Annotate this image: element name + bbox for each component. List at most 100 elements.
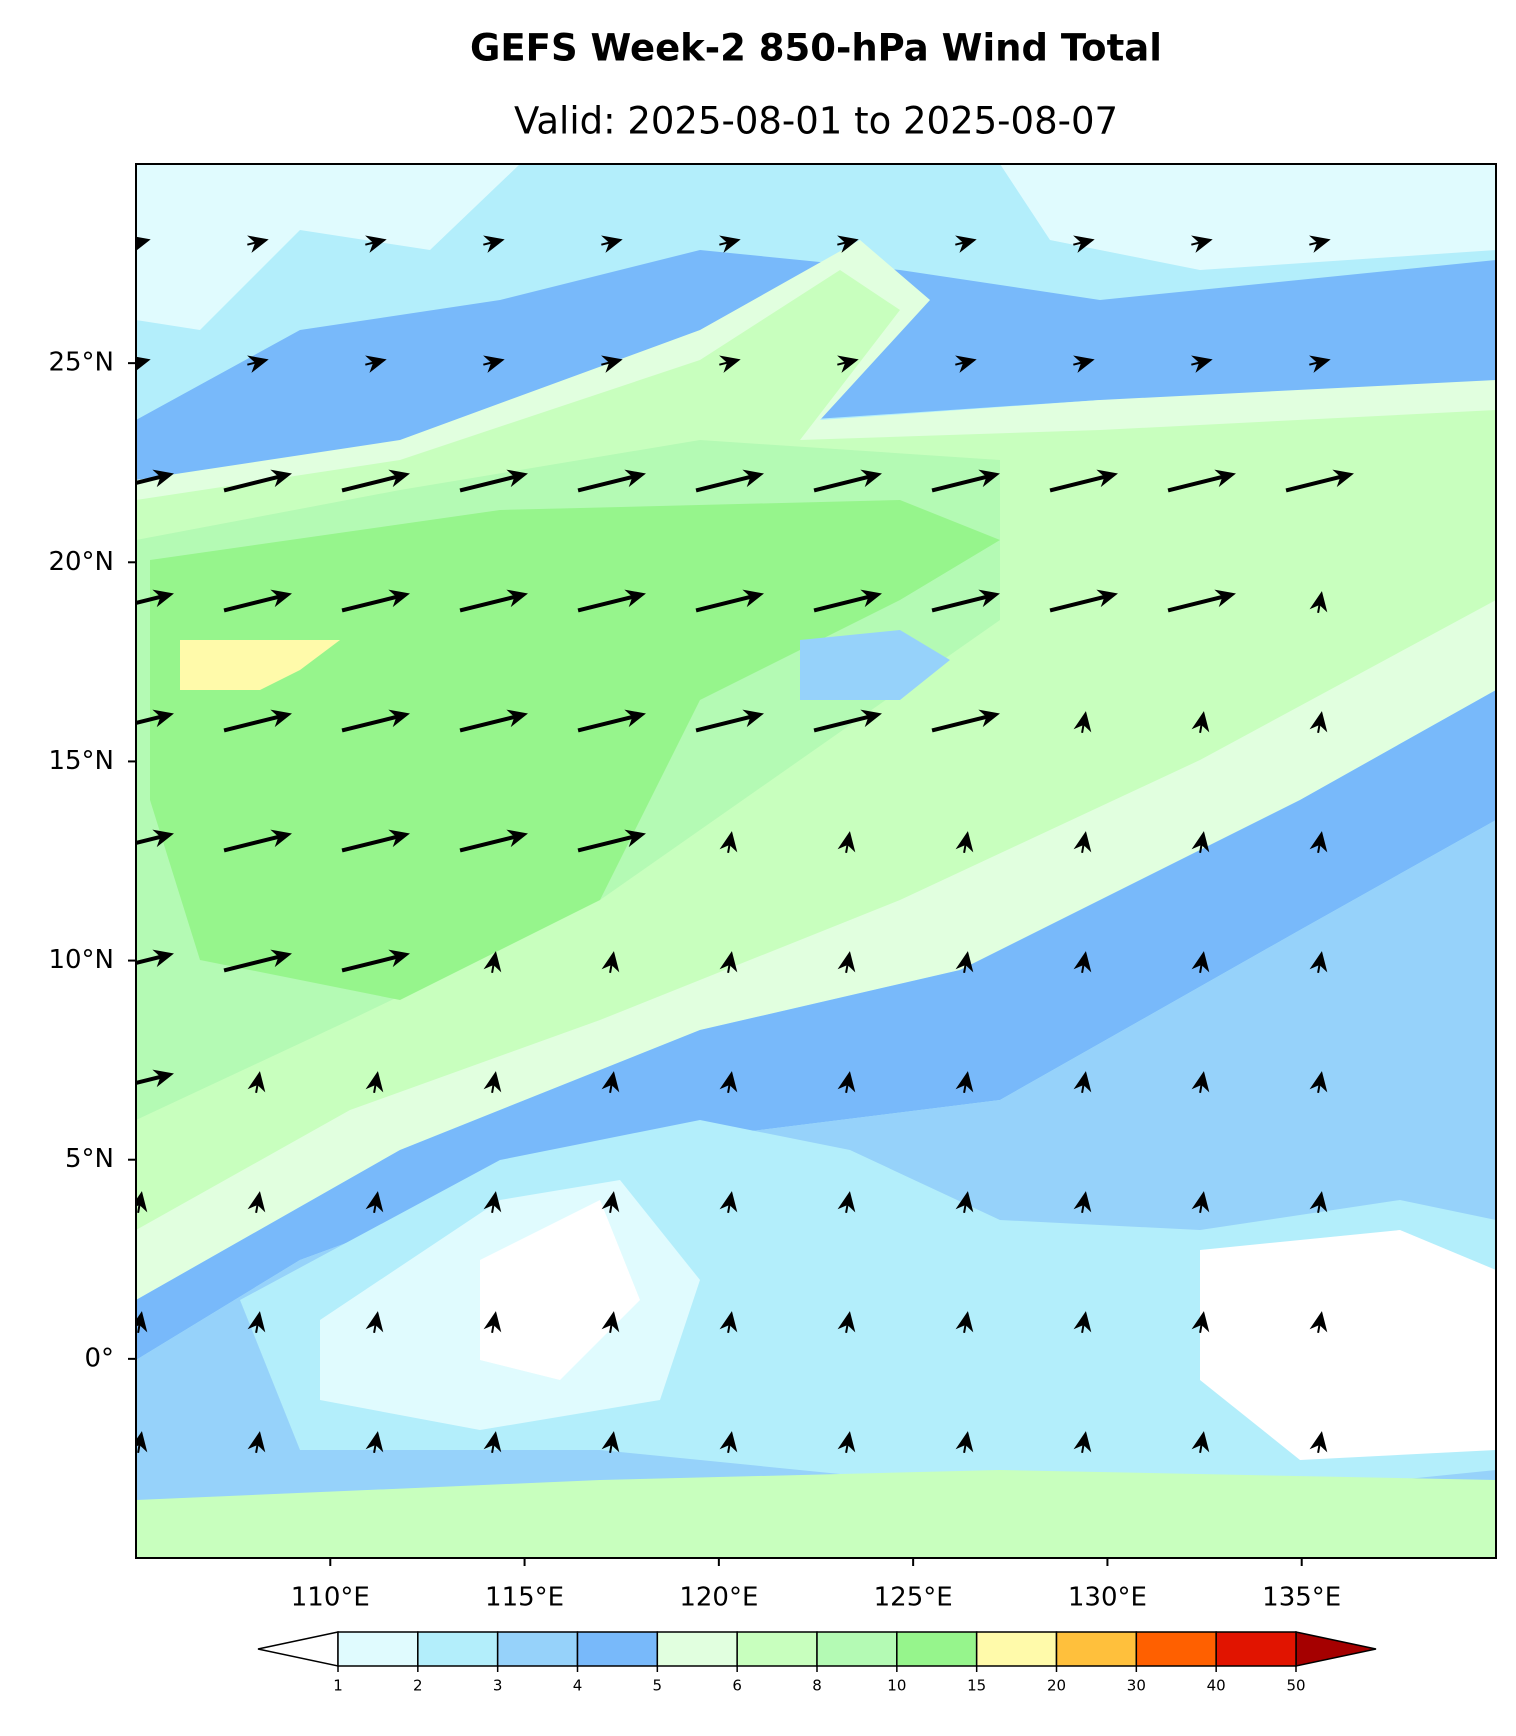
arrow-head (483, 1431, 502, 1453)
wind-arrow (1309, 355, 1331, 373)
colorbar-segment (337, 1631, 419, 1667)
colorbar-tick-label: 50 (1286, 1677, 1305, 1695)
arrow-head (837, 235, 859, 253)
wind-arrow (601, 235, 623, 253)
arrow-shaft (223, 473, 285, 493)
colorbar-tick-label: 6 (732, 1677, 742, 1695)
colorbar-over (1295, 1631, 1377, 1667)
wind-arrow (1073, 831, 1092, 854)
wind-arrow (223, 709, 292, 733)
wind-arrow (136, 1311, 148, 1334)
wind-arrow (136, 1191, 148, 1214)
colorbar-segment (1055, 1631, 1138, 1667)
arrow-shaft (577, 833, 639, 853)
arrow-head (1073, 1191, 1092, 1213)
arrow-shaft (695, 593, 757, 613)
wind-arrow (695, 589, 764, 613)
arrow-head (247, 1431, 266, 1453)
field-light (136, 164, 520, 330)
wind-arrow (1309, 235, 1331, 253)
arrow-shaft (577, 473, 639, 493)
wind-arrow (601, 1311, 620, 1334)
wind-arrows (136, 235, 1354, 1454)
wind-arrow (1073, 951, 1092, 974)
colorbar-segment (736, 1631, 818, 1667)
arrow-head (837, 1311, 856, 1333)
wind-arrow (1073, 235, 1095, 253)
wind-arrow (1191, 831, 1210, 854)
arrow-head (1191, 1071, 1210, 1093)
wind-arrow (1191, 355, 1213, 373)
arrow-shaft (1285, 473, 1347, 493)
wind-arrow (837, 831, 856, 854)
wind-arrow (1191, 711, 1210, 734)
wind-arrow (931, 469, 1000, 493)
arrow-head (1191, 355, 1213, 373)
arrow-head (742, 589, 764, 608)
arrow-head (1309, 711, 1328, 733)
arrow-head (860, 469, 882, 488)
colorbar-tick-label: 30 (1127, 1677, 1146, 1695)
arrow-head (136, 1431, 148, 1453)
arrow-head (152, 949, 174, 968)
wind-arrow (247, 1311, 266, 1334)
arrow-head (601, 1311, 620, 1333)
arrow-shaft (459, 833, 521, 853)
arrow-head (1309, 235, 1331, 253)
wind-arrow (1191, 1311, 1210, 1334)
wind-arrow (955, 951, 974, 974)
colorbar-segment (576, 1631, 659, 1667)
arrow-shaft (577, 713, 639, 733)
arrow-head (388, 469, 410, 488)
arrow-head (1309, 1311, 1328, 1333)
wind-arrow (955, 1311, 974, 1334)
arrow-head (1191, 831, 1210, 853)
arrow-shaft (813, 593, 875, 613)
arrow-head (837, 1191, 856, 1213)
arrow-head (719, 1191, 738, 1213)
arrow-head (624, 469, 646, 488)
arrow-head (1309, 831, 1328, 853)
wind-arrow (247, 1431, 266, 1454)
colorbar-tick-label: 3 (493, 1677, 503, 1695)
arrow-head (601, 1191, 620, 1213)
arrow-head (1191, 235, 1213, 253)
arrow-head (719, 831, 738, 853)
wind-arrow (1073, 1191, 1092, 1214)
wind-arrow (1191, 235, 1213, 253)
arrow-head (152, 469, 174, 488)
arrow-head (1073, 355, 1095, 373)
wind-arrow (955, 235, 977, 253)
wind-arrow (223, 469, 292, 493)
arrow-head (719, 355, 741, 373)
wind-arrow (931, 589, 1000, 613)
colorbar-tick-label: 20 (1047, 1677, 1066, 1695)
arrow-head (837, 831, 856, 853)
wind-arrow (483, 355, 505, 373)
x-tick-label: 130°E (1068, 1583, 1147, 1613)
field-white (480, 1200, 640, 1380)
arrow-head (1191, 1191, 1210, 1213)
colorbar-segment (1135, 1631, 1217, 1667)
wind-arrow (601, 1191, 620, 1214)
colorbar-segment (896, 1631, 978, 1667)
arrow-head (1073, 831, 1092, 853)
arrow-head (624, 829, 646, 848)
wind-arrow (1073, 1311, 1092, 1334)
wind-arrow (1309, 1431, 1328, 1454)
arrow-head (837, 951, 856, 973)
arrow-head (955, 1311, 974, 1333)
arrow-shaft (223, 713, 285, 733)
wind-arrow (1191, 951, 1210, 974)
wind-arrow (365, 1311, 384, 1334)
y-tick-label: 10°N (48, 945, 114, 975)
y-tick-label: 0° (84, 1343, 114, 1373)
wind-arrow (1309, 711, 1328, 734)
y-tick-label: 25°N (48, 348, 114, 378)
arrow-head (1309, 591, 1328, 613)
arrow-shaft (1049, 593, 1111, 613)
arrow-shaft (1167, 473, 1229, 493)
wind-arrow (837, 1071, 856, 1094)
wind-arrow (955, 1431, 974, 1454)
y-tick-label: 20°N (48, 547, 114, 577)
